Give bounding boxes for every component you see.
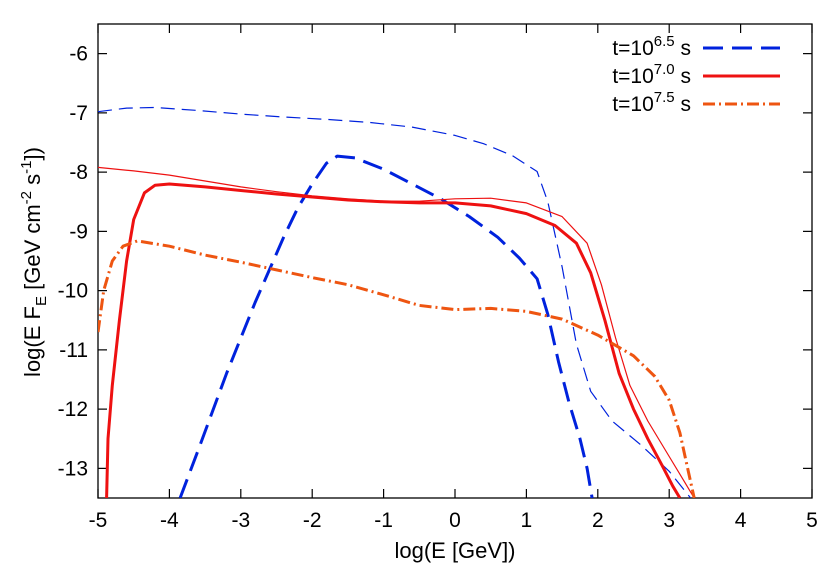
x-tick-label: 0 xyxy=(449,509,461,532)
series-line-1 xyxy=(98,106,692,498)
series-line-2 xyxy=(105,182,682,498)
x-tick-label: 3 xyxy=(663,509,675,532)
legend: t=106.5 s t=107.0 s t=107.5 s xyxy=(612,33,780,116)
legend-label-1: t=107.0 s xyxy=(612,61,691,88)
y-tick-label: -6 xyxy=(69,43,88,66)
series-line-3 xyxy=(98,166,695,498)
series-line-0 xyxy=(178,154,594,498)
y-tick-label: -13 xyxy=(58,457,88,480)
series-lines xyxy=(98,106,696,498)
y-axis-label: log(E FE [GeV cm-2 s-1]) xyxy=(18,147,50,377)
legend-label-0: t=106.5 s xyxy=(612,33,691,60)
x-axis-label: log(E [GeV]) xyxy=(394,538,515,563)
x-tick-label: -3 xyxy=(231,509,250,532)
y-tick-label: -10 xyxy=(58,280,88,303)
y-tick-label: -12 xyxy=(58,398,88,421)
axis-ticks xyxy=(97,24,813,498)
x-tick-label: -5 xyxy=(89,509,108,532)
y-tick-label: -8 xyxy=(69,161,88,184)
x-tick-label: 2 xyxy=(592,509,604,532)
x-tick-label: 1 xyxy=(521,509,533,532)
tick-labels: -5 -4 -3 -2 -1 0 1 2 3 4 5-6-7-8-9-10-11-12-13 xyxy=(58,43,818,532)
plot-frame xyxy=(97,23,813,499)
x-tick-label: 4 xyxy=(735,509,747,532)
legend-label-2: t=107.5 s xyxy=(612,89,691,116)
x-tick-label: -1 xyxy=(374,509,393,532)
x-tick-label: 5 xyxy=(806,509,818,532)
y-tick-label: -7 xyxy=(69,102,88,125)
y-tick-label: -11 xyxy=(59,339,88,362)
x-tick-label: -4 xyxy=(160,509,179,532)
series-line-4 xyxy=(98,239,696,498)
y-tick-label: -9 xyxy=(69,220,88,243)
x-tick-label: -2 xyxy=(303,509,322,532)
